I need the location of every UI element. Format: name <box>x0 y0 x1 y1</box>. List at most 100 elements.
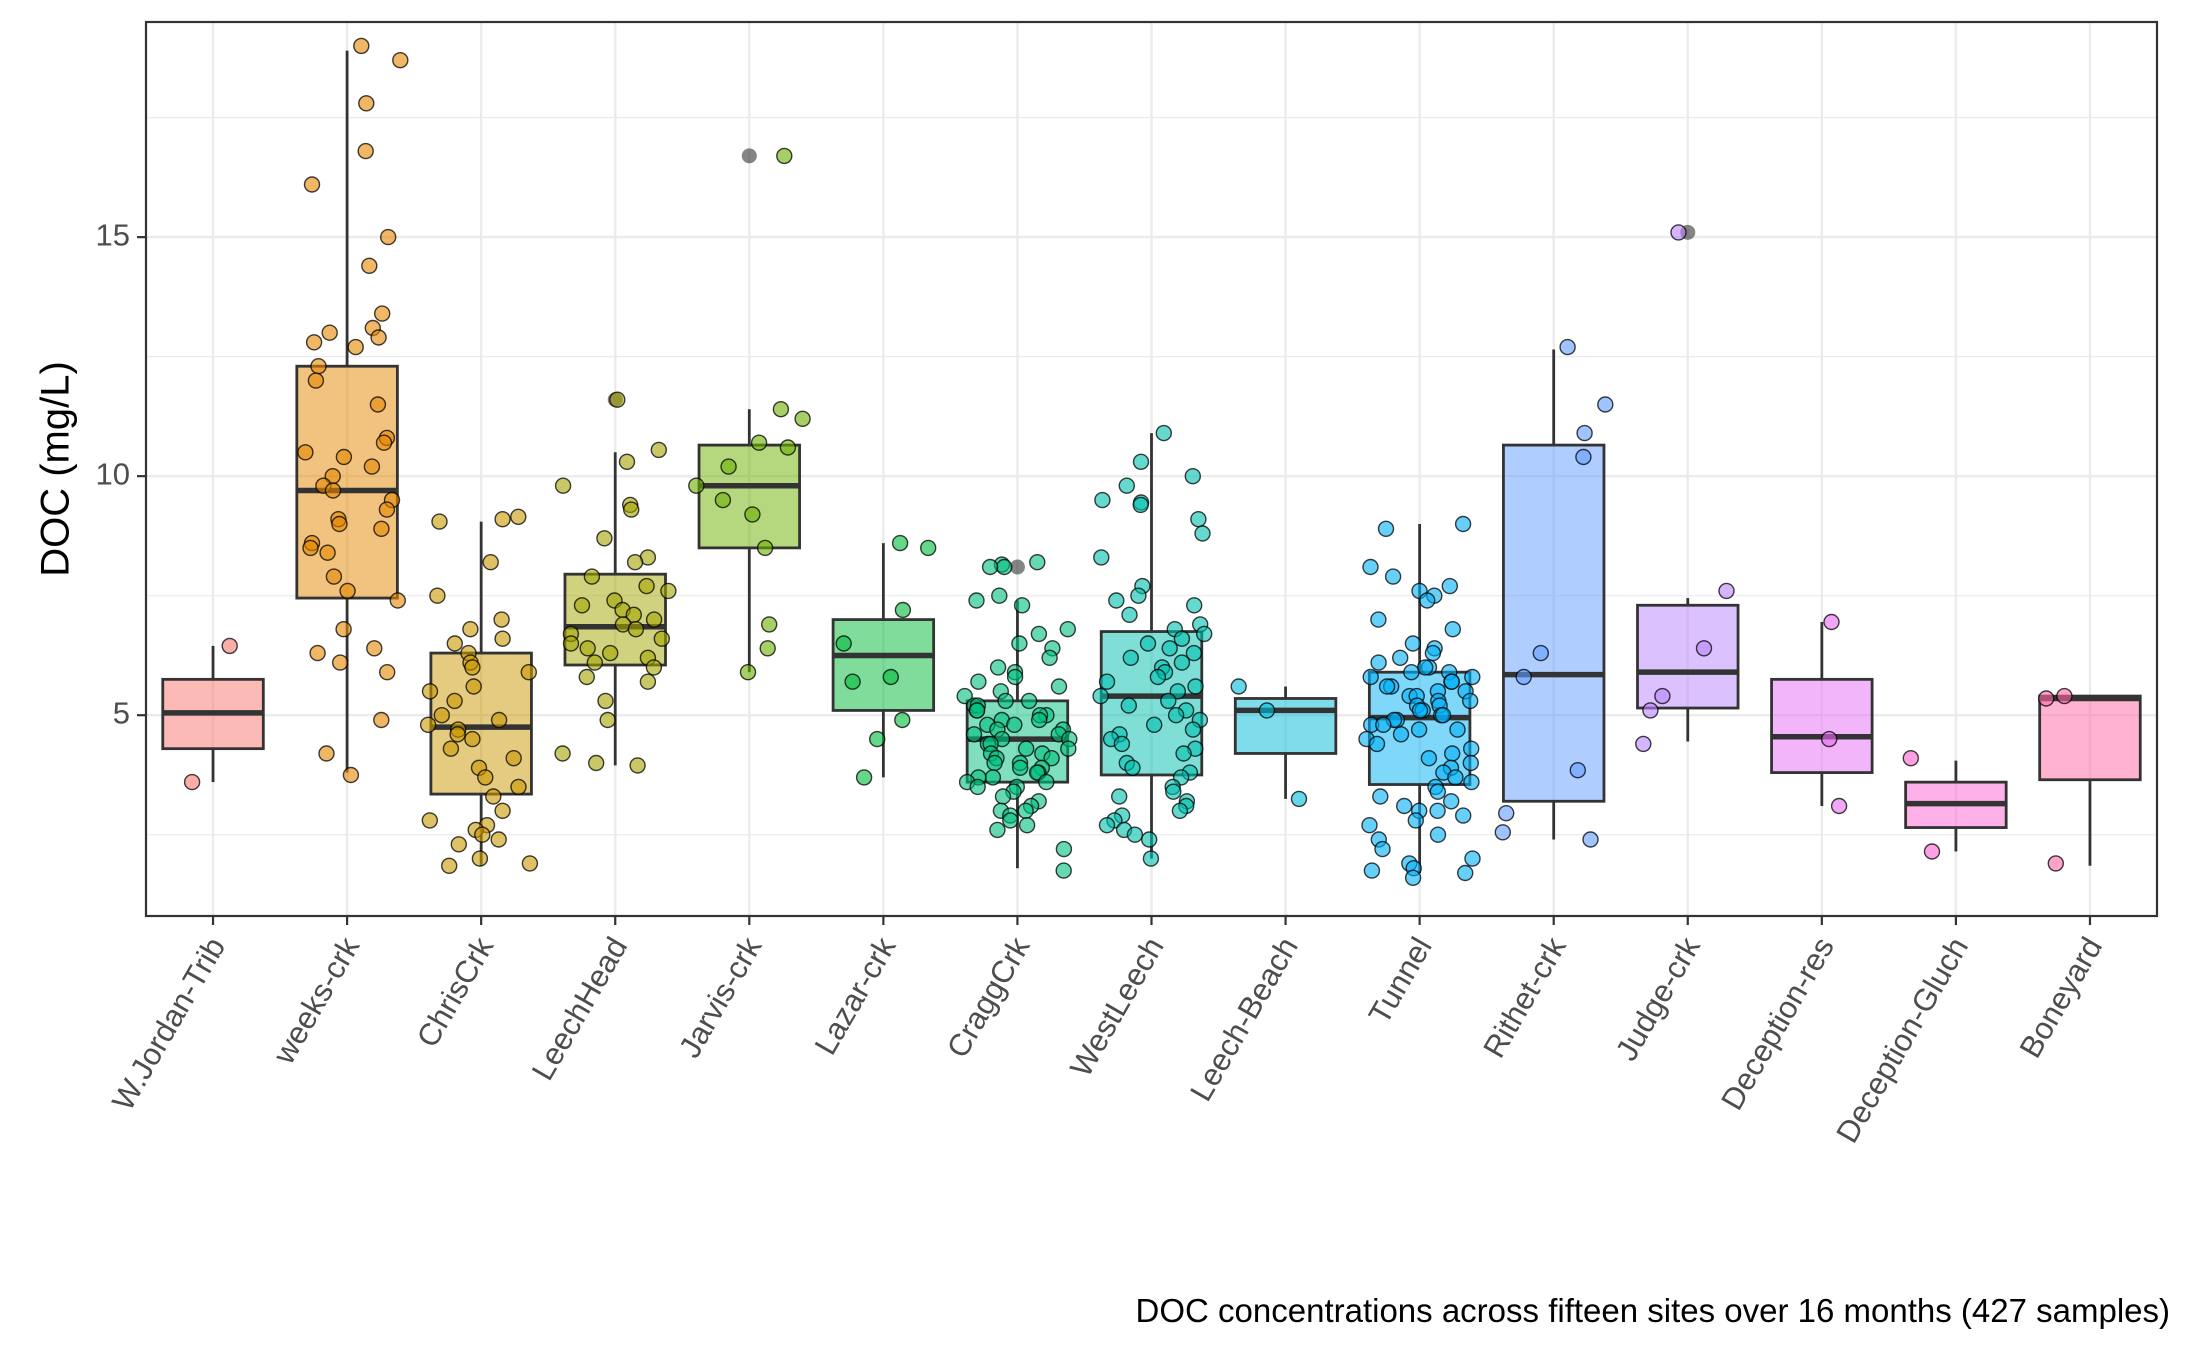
data-point <box>638 577 655 595</box>
data-point <box>920 539 937 557</box>
data-point <box>1454 515 1472 533</box>
data-point <box>1411 702 1429 719</box>
data-point <box>1130 587 1147 604</box>
data-point <box>471 850 489 867</box>
data-point <box>1384 568 1402 585</box>
data-point <box>307 372 325 389</box>
data-point <box>1029 554 1046 571</box>
data-point <box>379 664 396 681</box>
data-point <box>324 482 342 499</box>
data-point <box>1372 788 1389 805</box>
data-point <box>984 769 1002 786</box>
data-point <box>1113 735 1131 753</box>
data-point <box>1464 668 1481 686</box>
data-point <box>756 539 774 557</box>
data-point <box>1190 511 1207 528</box>
data-point <box>1420 750 1438 767</box>
y-tick-label: 10 <box>96 456 130 491</box>
data-point <box>358 95 375 112</box>
data-point <box>1092 687 1109 705</box>
data-point <box>609 391 626 408</box>
x-tick-label: ChrisCrk <box>410 931 501 1053</box>
data-point <box>645 659 663 676</box>
data-point <box>554 477 572 494</box>
data-point <box>882 668 899 686</box>
data-point <box>623 501 640 518</box>
data-point <box>1515 668 1532 686</box>
data-point <box>1194 525 1211 542</box>
data-point <box>303 176 321 193</box>
x-tick-label: W.Jordan-Trib <box>105 931 232 1116</box>
data-point <box>505 750 522 767</box>
points-Deception-res <box>1820 613 1848 815</box>
x-tick-label: Boneyard <box>2012 931 2109 1063</box>
data-point <box>419 716 437 733</box>
data-point <box>510 778 527 796</box>
points-Leech-Beach <box>1230 678 1308 808</box>
chart-caption: DOC concentrations across fifteen sites … <box>1136 1292 2170 1329</box>
data-point <box>1370 654 1387 671</box>
points-weeks-crk <box>297 37 409 784</box>
data-point <box>1368 735 1386 753</box>
x-tick-label: CraggCrk <box>940 931 1037 1064</box>
x-tick-label: Lazar-crk <box>808 931 903 1061</box>
data-point <box>1442 793 1460 810</box>
data-point <box>1132 453 1150 470</box>
data-point <box>997 692 1014 710</box>
data-point <box>464 730 481 748</box>
data-point <box>1392 726 1410 743</box>
data-point <box>331 515 348 533</box>
data-point <box>1391 649 1409 666</box>
data-point <box>353 37 370 55</box>
data-point <box>969 778 986 796</box>
data-point <box>520 664 537 681</box>
data-point <box>1139 635 1157 652</box>
data-point <box>1185 644 1203 662</box>
x-tick-label: Deception-res <box>1714 931 1841 1116</box>
x-tick-label: Rithet-crk <box>1476 931 1573 1064</box>
data-point <box>521 855 539 872</box>
data-point <box>1122 649 1140 666</box>
data-point <box>1290 790 1308 808</box>
data-point <box>1012 759 1029 776</box>
data-point <box>1167 707 1185 724</box>
data-point <box>1165 783 1182 800</box>
data-point <box>1017 740 1035 757</box>
data-point <box>1463 773 1480 791</box>
data-point <box>627 621 645 638</box>
data-point <box>894 711 911 729</box>
points-Boneyard <box>2037 687 2073 872</box>
data-point <box>375 434 393 451</box>
data-point <box>1038 773 1055 791</box>
data-point <box>1454 807 1472 824</box>
data-point <box>1002 812 1019 829</box>
data-point <box>494 511 511 528</box>
data-point <box>335 448 353 466</box>
data-point <box>1410 721 1428 738</box>
data-point <box>421 812 438 829</box>
data-point <box>989 659 1007 676</box>
data-point <box>2037 690 2055 707</box>
x-tick-label: LeechHead <box>525 931 635 1086</box>
data-point <box>1404 869 1422 886</box>
data-point <box>1258 702 1276 719</box>
data-point <box>1043 750 1060 767</box>
data-point <box>339 582 356 600</box>
data-point <box>1695 640 1713 657</box>
data-point <box>639 673 657 690</box>
data-point <box>1461 692 1479 710</box>
data-point <box>482 554 499 571</box>
data-point <box>1569 762 1587 779</box>
data-point <box>1013 597 1031 614</box>
data-point <box>1363 862 1381 879</box>
data-point <box>1403 664 1420 681</box>
data-point <box>332 654 349 671</box>
data-point <box>449 726 466 743</box>
box-W.Jordan-Trib <box>161 645 265 783</box>
data-point <box>363 458 381 475</box>
data-point <box>321 324 338 341</box>
y-axis-label: DOC (mg/L) <box>34 361 78 577</box>
data-point <box>510 508 527 525</box>
data-point <box>618 453 636 470</box>
data-point <box>1361 817 1378 834</box>
